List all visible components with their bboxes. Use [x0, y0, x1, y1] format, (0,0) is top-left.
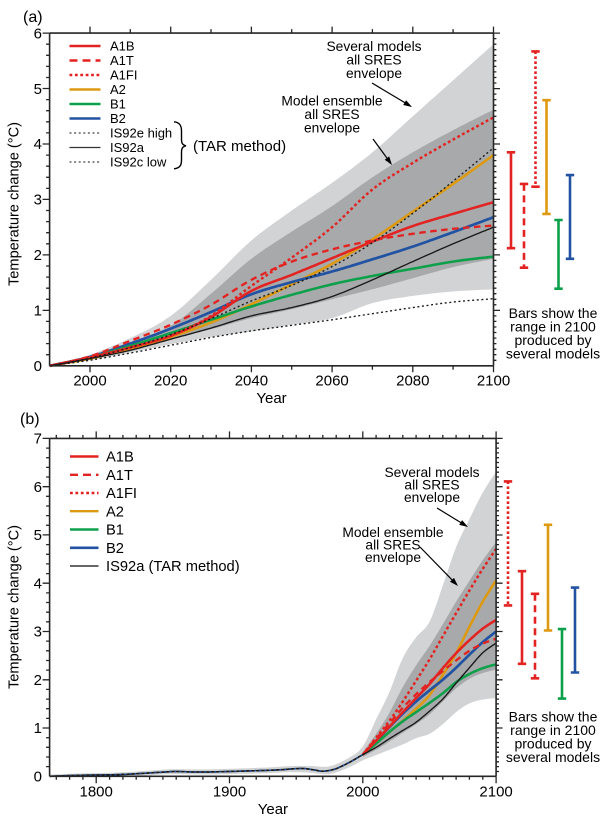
svg-text:1900: 1900	[213, 784, 246, 801]
svg-text:A1B: A1B	[106, 450, 134, 466]
svg-text:all SRES: all SRES	[346, 53, 401, 68]
svg-text:envelope: envelope	[365, 550, 421, 565]
svg-text:several models: several models	[506, 345, 600, 361]
svg-text:produced by: produced by	[514, 735, 591, 751]
svg-text:(b): (b)	[20, 411, 40, 428]
svg-text:B2: B2	[110, 111, 126, 126]
svg-text:A2: A2	[106, 505, 124, 521]
svg-text:Model ensemble: Model ensemble	[281, 94, 383, 109]
svg-text:4: 4	[34, 575, 42, 592]
svg-text:IS92e high: IS92e high	[110, 126, 172, 141]
svg-text:3: 3	[34, 624, 42, 641]
svg-text:envelope: envelope	[404, 490, 460, 505]
svg-text:B2: B2	[106, 541, 124, 557]
svg-text:IS92a: IS92a	[110, 140, 145, 155]
svg-text:1800: 1800	[80, 784, 113, 801]
svg-text:Model ensemble: Model ensemble	[342, 525, 444, 540]
svg-text:IS92c low: IS92c low	[110, 155, 167, 170]
svg-text:2100: 2100	[479, 784, 512, 801]
svg-text:2080: 2080	[396, 373, 429, 390]
svg-text:A1FI: A1FI	[110, 68, 137, 83]
svg-text:Bars show the: Bars show the	[509, 305, 598, 321]
svg-text:0: 0	[34, 769, 42, 786]
svg-text:Year: Year	[258, 801, 288, 818]
svg-text:several models: several models	[506, 749, 600, 765]
svg-text:produced by: produced by	[514, 332, 591, 348]
svg-text:4: 4	[34, 136, 42, 153]
svg-text:2000: 2000	[73, 373, 106, 390]
svg-text:Temperature change (°C): Temperature change (°C)	[7, 525, 23, 689]
svg-text:1: 1	[34, 720, 42, 737]
svg-text:3: 3	[34, 192, 42, 209]
svg-text:7: 7	[34, 431, 42, 448]
svg-text:2000: 2000	[346, 784, 379, 801]
svg-text:2060: 2060	[315, 373, 348, 390]
svg-text:1: 1	[34, 303, 42, 320]
svg-text:2020: 2020	[154, 373, 187, 390]
svg-text:Temperature change (°C): Temperature change (°C)	[7, 122, 23, 286]
svg-text:envelope: envelope	[304, 121, 360, 136]
svg-text:5: 5	[34, 527, 42, 544]
svg-text:B1: B1	[106, 523, 124, 539]
svg-text:A1T: A1T	[110, 53, 134, 68]
svg-text:2100: 2100	[477, 373, 510, 390]
svg-text:A2: A2	[110, 82, 126, 97]
svg-text:all SRES: all SRES	[404, 478, 459, 493]
svg-text:B1: B1	[110, 97, 126, 112]
svg-text:2: 2	[34, 247, 42, 264]
svg-text:all SRES: all SRES	[365, 538, 420, 553]
svg-text:2: 2	[34, 672, 42, 689]
svg-text:A1B: A1B	[110, 39, 135, 54]
svg-text:A1FI: A1FI	[106, 486, 137, 502]
svg-text:Several models: Several models	[326, 39, 421, 54]
svg-text:6: 6	[34, 25, 42, 42]
svg-text:(a): (a)	[23, 9, 43, 26]
svg-text:range in 2100: range in 2100	[510, 722, 596, 738]
svg-text:Bars show the: Bars show the	[509, 708, 598, 724]
svg-text:envelope: envelope	[346, 66, 402, 81]
svg-text:range in 2100: range in 2100	[510, 318, 596, 334]
svg-text:all SRES: all SRES	[304, 107, 359, 122]
svg-text:6: 6	[34, 479, 42, 496]
svg-text:5: 5	[34, 81, 42, 98]
svg-text:(TAR method): (TAR method)	[193, 138, 286, 155]
svg-text:2040: 2040	[235, 373, 268, 390]
svg-text:Year: Year	[256, 390, 286, 407]
svg-text:Several models: Several models	[384, 465, 479, 480]
svg-text:0: 0	[34, 358, 42, 375]
svg-text:IS92a (TAR method): IS92a (TAR method)	[106, 559, 240, 575]
svg-text:A1T: A1T	[106, 468, 133, 484]
